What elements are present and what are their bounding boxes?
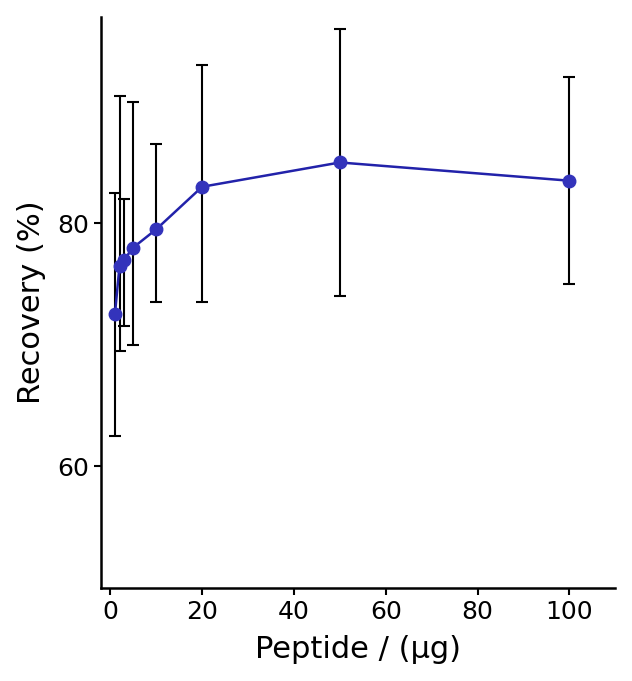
X-axis label: Peptide / (μg): Peptide / (μg) <box>255 635 461 665</box>
Y-axis label: Recovery (%): Recovery (%) <box>16 200 46 404</box>
